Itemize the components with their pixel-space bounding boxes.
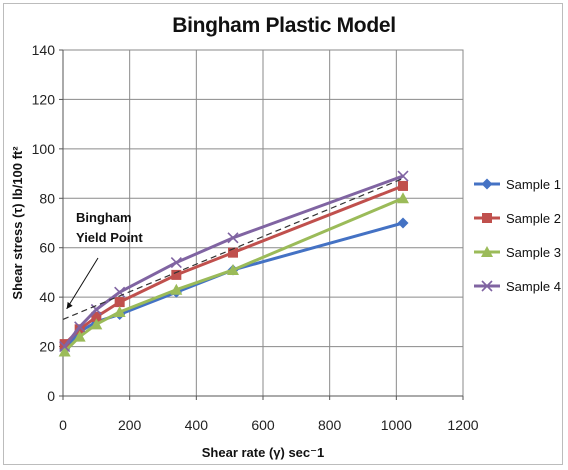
legend-label: Sample 3 bbox=[506, 245, 561, 260]
y-tick-label: 20 bbox=[39, 339, 55, 355]
series-2-point bbox=[398, 180, 408, 191]
x-tick-label: 400 bbox=[185, 417, 209, 433]
series-3-point bbox=[73, 330, 86, 342]
y-axis-label: Shear stress (τ) lb/100 ft² bbox=[10, 146, 25, 300]
y-tick-label: 100 bbox=[32, 141, 56, 157]
legend-marker bbox=[481, 178, 493, 190]
x-tick-label: 600 bbox=[251, 417, 275, 433]
legend-marker bbox=[481, 246, 493, 257]
legend-item: Sample 1 bbox=[474, 177, 561, 192]
x-tick-label: 200 bbox=[118, 417, 142, 433]
legend-label: Sample 1 bbox=[506, 177, 561, 192]
legend-item: Sample 4 bbox=[474, 279, 561, 294]
y-tick-label: 0 bbox=[47, 388, 55, 404]
series-2-point bbox=[91, 311, 102, 322]
series-4-point bbox=[59, 341, 71, 353]
x-tick-label: 800 bbox=[318, 417, 342, 433]
x-tick-label: 1200 bbox=[447, 417, 478, 433]
legend-marker bbox=[482, 213, 492, 223]
legend-marker bbox=[481, 280, 493, 292]
legend-item: Sample 2 bbox=[474, 211, 561, 226]
y-tick-label: 80 bbox=[39, 190, 55, 206]
annotation-text: Bingham bbox=[76, 210, 132, 225]
annotation-arrowhead bbox=[66, 301, 73, 309]
legend-label: Sample 2 bbox=[506, 211, 561, 226]
series-4-point bbox=[227, 232, 239, 244]
x-tick-label: 1000 bbox=[381, 417, 412, 433]
series-3-point bbox=[58, 345, 71, 357]
x-axis-label: Shear rate (γ) sec⁻1 bbox=[202, 445, 324, 460]
annotation-arrow bbox=[66, 257, 99, 310]
x-tick-label: 0 bbox=[59, 417, 67, 433]
series-4-point bbox=[74, 321, 86, 333]
series-4-point bbox=[90, 303, 102, 316]
chart-title: Bingham Plastic Model bbox=[172, 14, 396, 37]
y-tick-label: 40 bbox=[39, 289, 55, 305]
series-4-point bbox=[170, 256, 182, 269]
legend-item: Sample 3 bbox=[474, 245, 561, 260]
annotation-text: Yield Point bbox=[76, 230, 143, 245]
series-3-point bbox=[113, 305, 126, 317]
legend-label: Sample 4 bbox=[506, 279, 561, 294]
bingham-trendline bbox=[62, 177, 404, 320]
series-3-point bbox=[397, 192, 409, 204]
series-2-point bbox=[114, 297, 125, 308]
series-2-point bbox=[171, 269, 182, 280]
series-1-point bbox=[397, 217, 409, 229]
y-tick-label: 140 bbox=[32, 42, 56, 58]
y-tick-label: 60 bbox=[39, 240, 55, 256]
y-tick-label: 120 bbox=[32, 91, 56, 107]
series-2-point bbox=[228, 247, 238, 258]
series-4-point bbox=[114, 286, 126, 298]
series-3-point bbox=[170, 283, 183, 295]
series-3-point bbox=[227, 263, 239, 275]
series-3-point bbox=[90, 318, 103, 330]
